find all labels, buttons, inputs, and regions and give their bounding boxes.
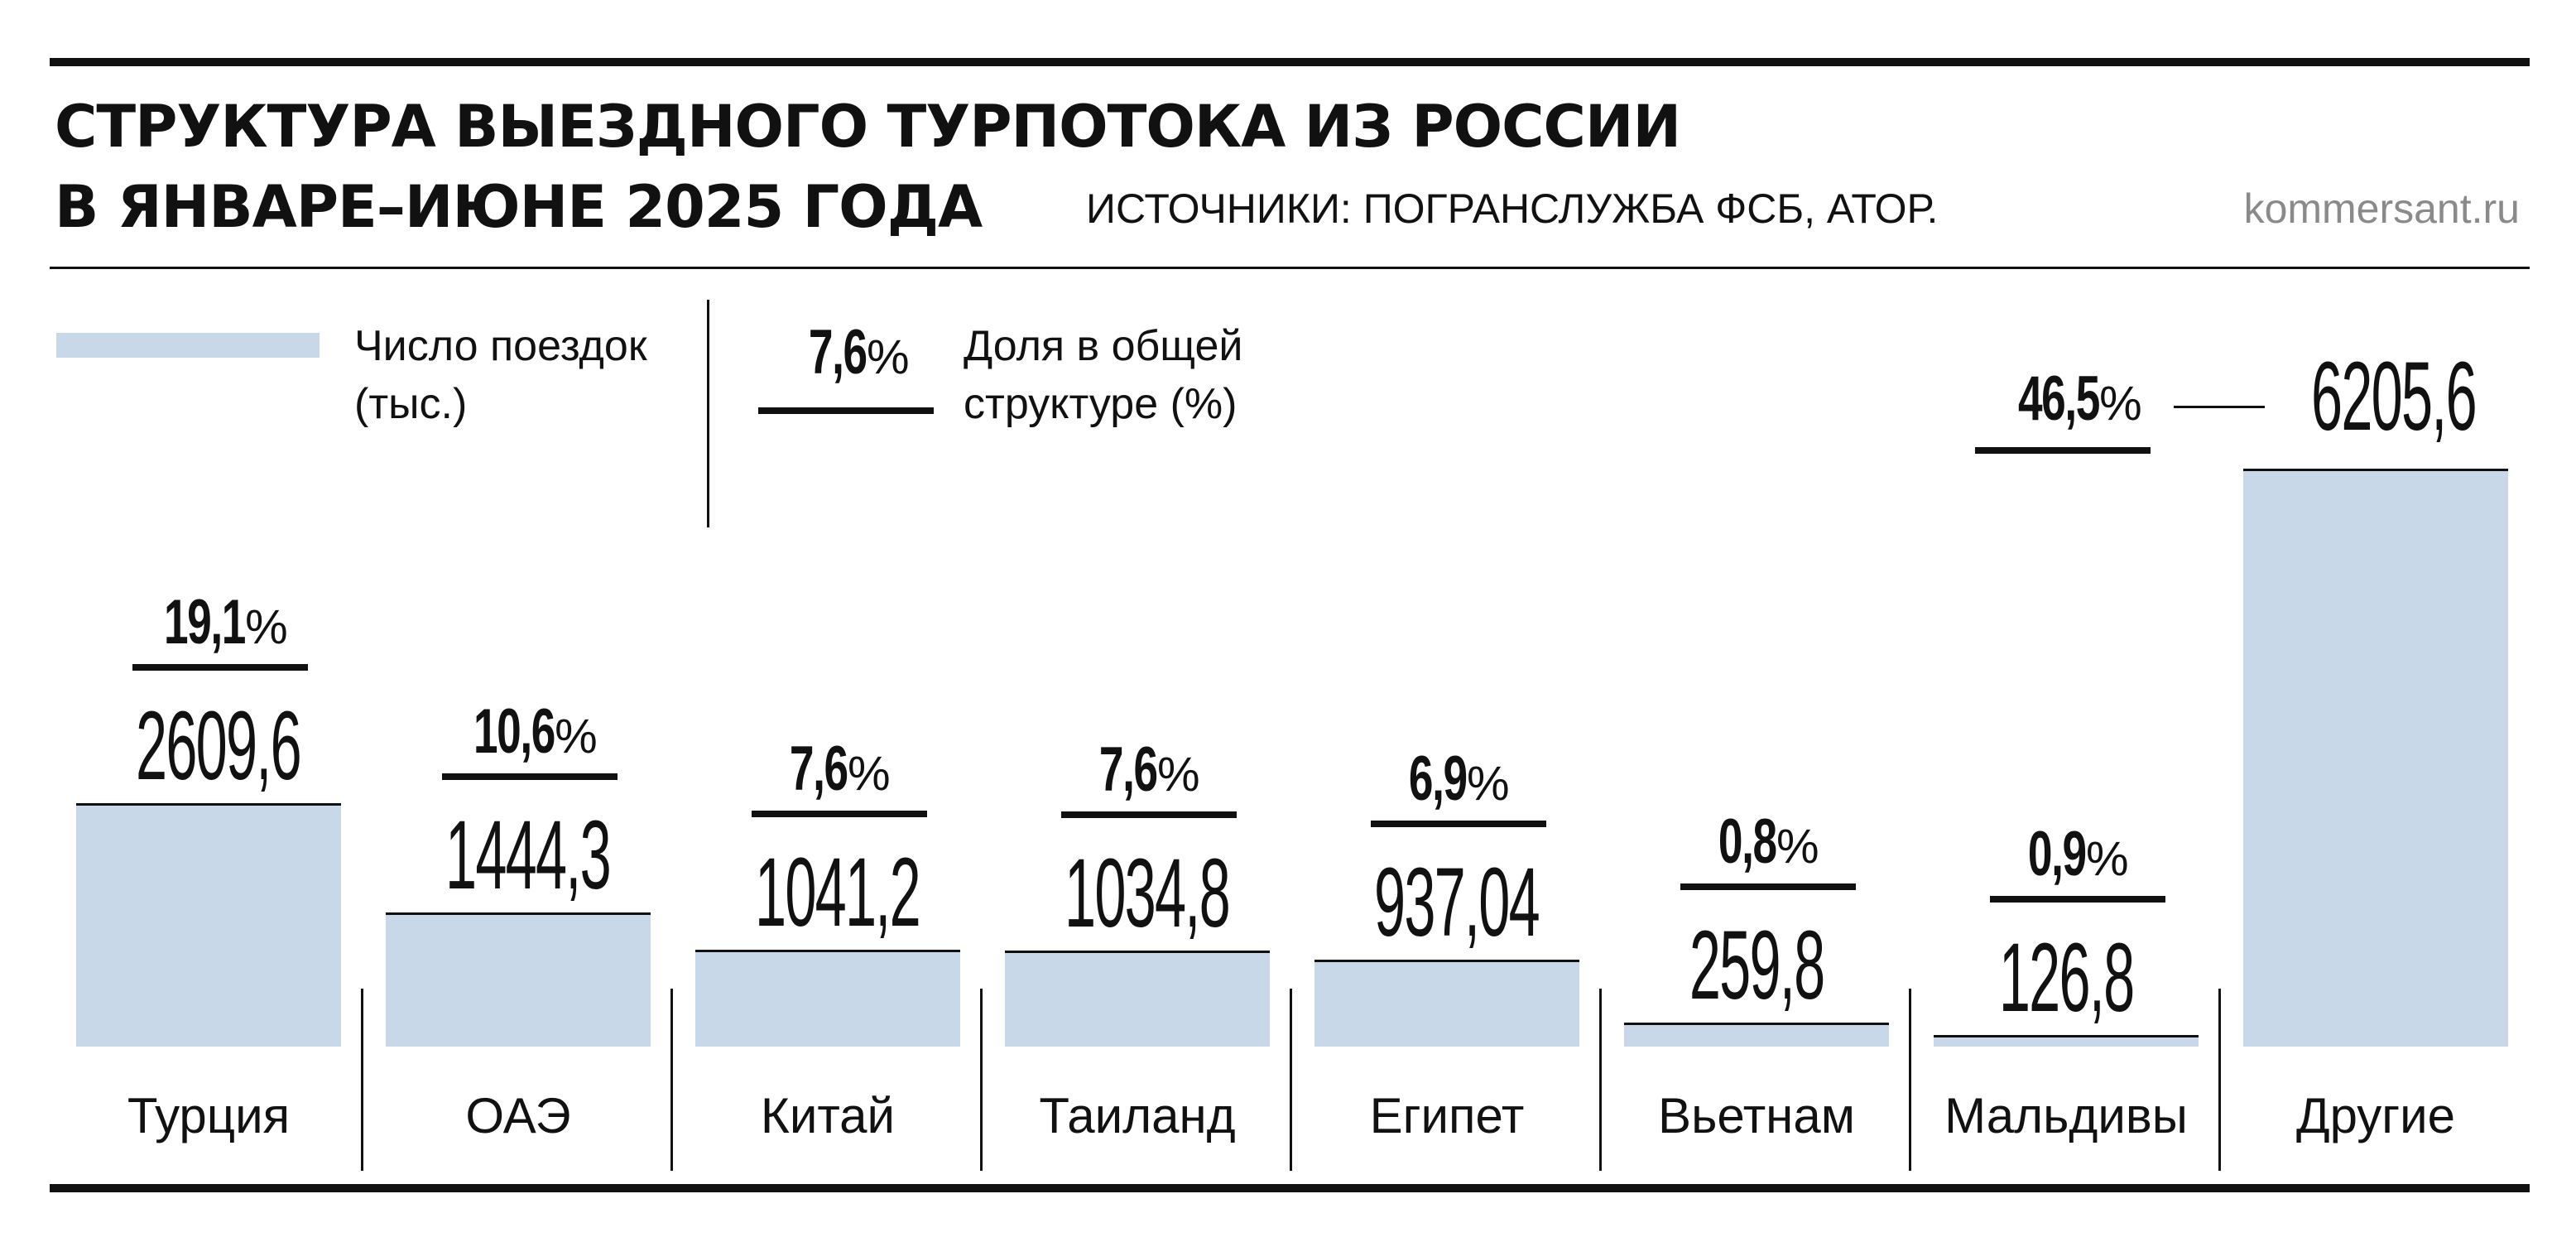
value-text-vietnam: 259,8	[1689, 910, 1825, 1020]
value-text-uae: 1444,3	[445, 800, 612, 910]
site-credit: kommersant.ru	[2243, 185, 2520, 232]
category-separator-5	[1909, 989, 1911, 1171]
category-separator-4	[1599, 989, 1602, 1171]
bar-egypt	[1314, 959, 1579, 1047]
share-unit-uae: %	[555, 709, 598, 763]
chart-title-line1: СТРУКТУРА ВЫЕЗДНОГО ТУРПОТОКА ИЗ РОССИИ	[55, 93, 1681, 161]
share-label-china: 7,6%	[740, 733, 916, 804]
bar-top-line-turkey	[76, 803, 341, 806]
value-label-maldives: 126,8	[1934, 929, 2199, 1027]
category-separator-1	[670, 989, 673, 1171]
bar-top-line-maldives	[1934, 1034, 2199, 1037]
legend-bar-swatch	[56, 333, 320, 358]
bar-top-line-egypt	[1314, 959, 1579, 962]
value-label-uae: 1444,3	[386, 806, 651, 904]
share-label-vietnam: 0,8%	[1669, 806, 1844, 877]
value-label-thailand: 1034,8	[1005, 845, 1270, 942]
share-unit-thailand: %	[1157, 747, 1200, 802]
category-separator-6	[2218, 989, 2221, 1171]
value-text-turkey: 2609,6	[136, 691, 302, 802]
category-separator-2	[980, 989, 983, 1171]
value-text-china: 1041,2	[755, 837, 921, 947]
share-line-china	[752, 810, 927, 817]
share-value-thailand: 7,6	[1099, 734, 1158, 805]
bar-top-line-vietnam	[1624, 1022, 1889, 1025]
category-label-maldives: Мальдивы	[1944, 1088, 2188, 1143]
legend-bar-label-2: (тыс.)	[354, 380, 468, 428]
sources-text: ИСТОЧНИКИ: ПОГРАНСЛУЖБА ФСБ, АТОР.	[1086, 185, 1939, 232]
share-line-uae	[442, 773, 618, 780]
value-text-egypt: 937,04	[1374, 847, 1540, 957]
share-label-turkey: 19,1%	[121, 591, 296, 654]
share-value-egypt: 6,9	[1409, 743, 1468, 814]
value-label-egypt: 937,04	[1314, 854, 1579, 951]
chart-title-line2: В ЯНВАРЕ–ИЮНЕ 2025 ГОДА	[55, 173, 983, 241]
bar-other	[2243, 469, 2508, 1047]
bar-top-line-uae	[386, 912, 651, 915]
category-separator-0	[361, 989, 363, 1171]
bottom-rule	[50, 1184, 2530, 1192]
value-label-turkey: 2609,6	[76, 697, 341, 795]
value-label-china: 1041,2	[695, 844, 960, 941]
bar-vietnam	[1624, 1022, 1889, 1047]
share-unit-vietnam: %	[1776, 819, 1819, 874]
category-label-china: Китай	[760, 1088, 896, 1143]
legend-share-label-2: структуре (%)	[964, 380, 1238, 428]
share-line-maldives	[1990, 895, 2165, 903]
legend-divider	[707, 300, 709, 527]
share-unit-other: %	[2099, 377, 2142, 431]
top-rule	[50, 58, 2530, 66]
bar-thailand	[1005, 950, 1270, 1047]
category-separator-3	[1290, 989, 1292, 1171]
value-text-thailand: 1034,8	[1065, 838, 1231, 948]
share-line-vietnam	[1680, 883, 1856, 890]
value-label-vietnam: 259,8	[1624, 917, 1889, 1014]
category-label-egypt: Египет	[1369, 1088, 1525, 1143]
share-unit-turkey: %	[245, 600, 288, 655]
share-value-turkey: 19,1	[164, 587, 246, 658]
share-unit-china: %	[848, 746, 891, 801]
share-line-turkey	[132, 664, 308, 672]
share-label-maldives: 0,9%	[1978, 818, 2154, 889]
share-line-egypt	[1371, 820, 1546, 827]
legend-share-line	[758, 407, 934, 414]
share-value-other: 46,5	[2018, 363, 2100, 434]
share-label-thailand: 7,6%	[1050, 734, 1225, 805]
share-unit-egypt: %	[1467, 756, 1510, 811]
bar-turkey	[76, 803, 341, 1047]
category-label-turkey: Турция	[127, 1088, 291, 1143]
share-value-uae: 10,6	[473, 696, 555, 767]
bar-maldives	[1934, 1034, 2199, 1047]
bar-top-line-china	[695, 949, 960, 952]
value-label-other: 6205,6	[2252, 348, 2516, 445]
bar-top-line-other	[2243, 469, 2508, 471]
value-text-other: 6205,6	[2311, 342, 2477, 451]
bar-top-line-thailand	[1005, 950, 1270, 953]
share-value-vietnam: 0,8	[1718, 806, 1777, 877]
legend-sample-unit: %	[867, 330, 910, 384]
legend-bar-label-1: Число поездок	[354, 322, 647, 370]
legend-share-sample: 7,6%	[760, 321, 934, 384]
value-text-maldives: 126,8	[1998, 922, 2135, 1033]
category-label-thailand: Таиланд	[1039, 1088, 1236, 1143]
share-line-thailand	[1061, 811, 1237, 818]
share-unit-maldives: %	[2086, 831, 2129, 886]
legend-share-label-1: Доля в общей	[964, 322, 1243, 370]
share-label-uae: 10,6%	[430, 700, 606, 763]
share-line-other	[1975, 447, 2151, 454]
header-divider	[50, 267, 2530, 269]
category-label-other: Другие	[2295, 1088, 2456, 1143]
category-label-uae: ОАЭ	[465, 1088, 571, 1143]
legend-sample-value: 7,6	[809, 317, 867, 388]
category-label-vietnam: Вьетнам	[1658, 1088, 1855, 1143]
share-label-other: 46,5%	[1975, 368, 2151, 431]
share-value-maldives: 0,9	[2028, 818, 2087, 889]
share-value-china: 7,6	[790, 733, 848, 804]
callout-connector-other	[2174, 406, 2265, 408]
share-label-egypt: 6,9%	[1359, 743, 1535, 814]
bar-china	[695, 949, 960, 1047]
bar-uae	[386, 912, 651, 1047]
